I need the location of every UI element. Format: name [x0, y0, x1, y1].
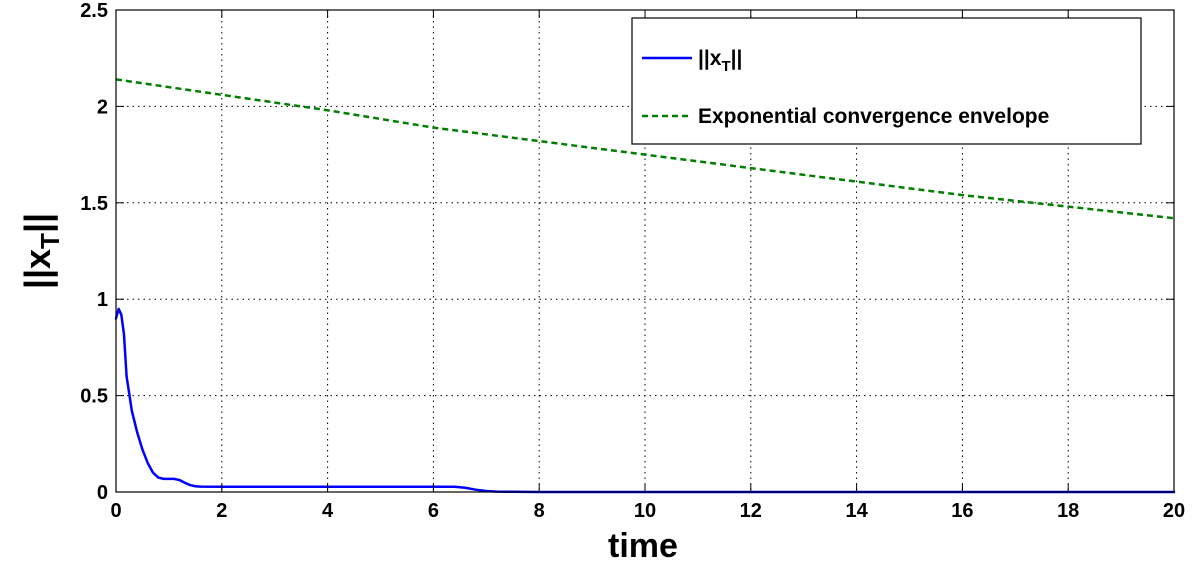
legend-label-series-2: Exponential convergence envelope [698, 105, 1049, 128]
x-tick-label-9: 18 [1057, 500, 1079, 522]
ticks [115, 9, 1175, 493]
y-tick-label-3: 1.5 [80, 193, 108, 215]
x-tick-label-1: 2 [216, 500, 227, 522]
tick-labels: 0 2 4 6 8 10 12 14 16 18 20 0 0.5 1 1.5 2 2.5 [80, 0, 1185, 522]
x-tick-label-4: 8 [534, 500, 545, 522]
y-tick-label-4: 2 [97, 96, 108, 118]
x-tick-label-8: 16 [951, 500, 973, 522]
legend: ||xT|| Exponential convergence envelope [631, 17, 1142, 145]
y-axis-label-end: || [17, 213, 59, 233]
y-tick-label-0: 0 [97, 482, 108, 504]
legend-label-series-1-end: || [731, 47, 743, 70]
x-tick-label-2: 4 [322, 500, 334, 522]
legend-label-series-1-main: ||x [698, 47, 722, 70]
x-axis-label: time [608, 527, 678, 563]
legend-label-series-1: ||xT|| [698, 47, 742, 75]
y-tick-label-1: 0.5 [80, 386, 108, 408]
y-axis-label-sub: T [35, 233, 65, 249]
legend-label-series-1-sub: T [721, 58, 730, 75]
y-axis-label: ||xT|| [17, 213, 65, 289]
y-tick-label-2: 1 [97, 289, 108, 311]
x-tick-label-7: 14 [845, 500, 868, 522]
y-axis-label-main: ||x [17, 249, 59, 289]
x-tick-label-3: 6 [428, 500, 439, 522]
x-tick-label-0: 0 [110, 500, 121, 522]
series-line-2 [115, 78, 1175, 220]
x-tick-label-5: 10 [634, 500, 656, 522]
y-tick-label-5: 2.5 [80, 0, 108, 22]
x-tick-label-10: 20 [1163, 500, 1185, 522]
x-tick-label-6: 12 [740, 500, 762, 522]
legend-box [631, 17, 1142, 145]
